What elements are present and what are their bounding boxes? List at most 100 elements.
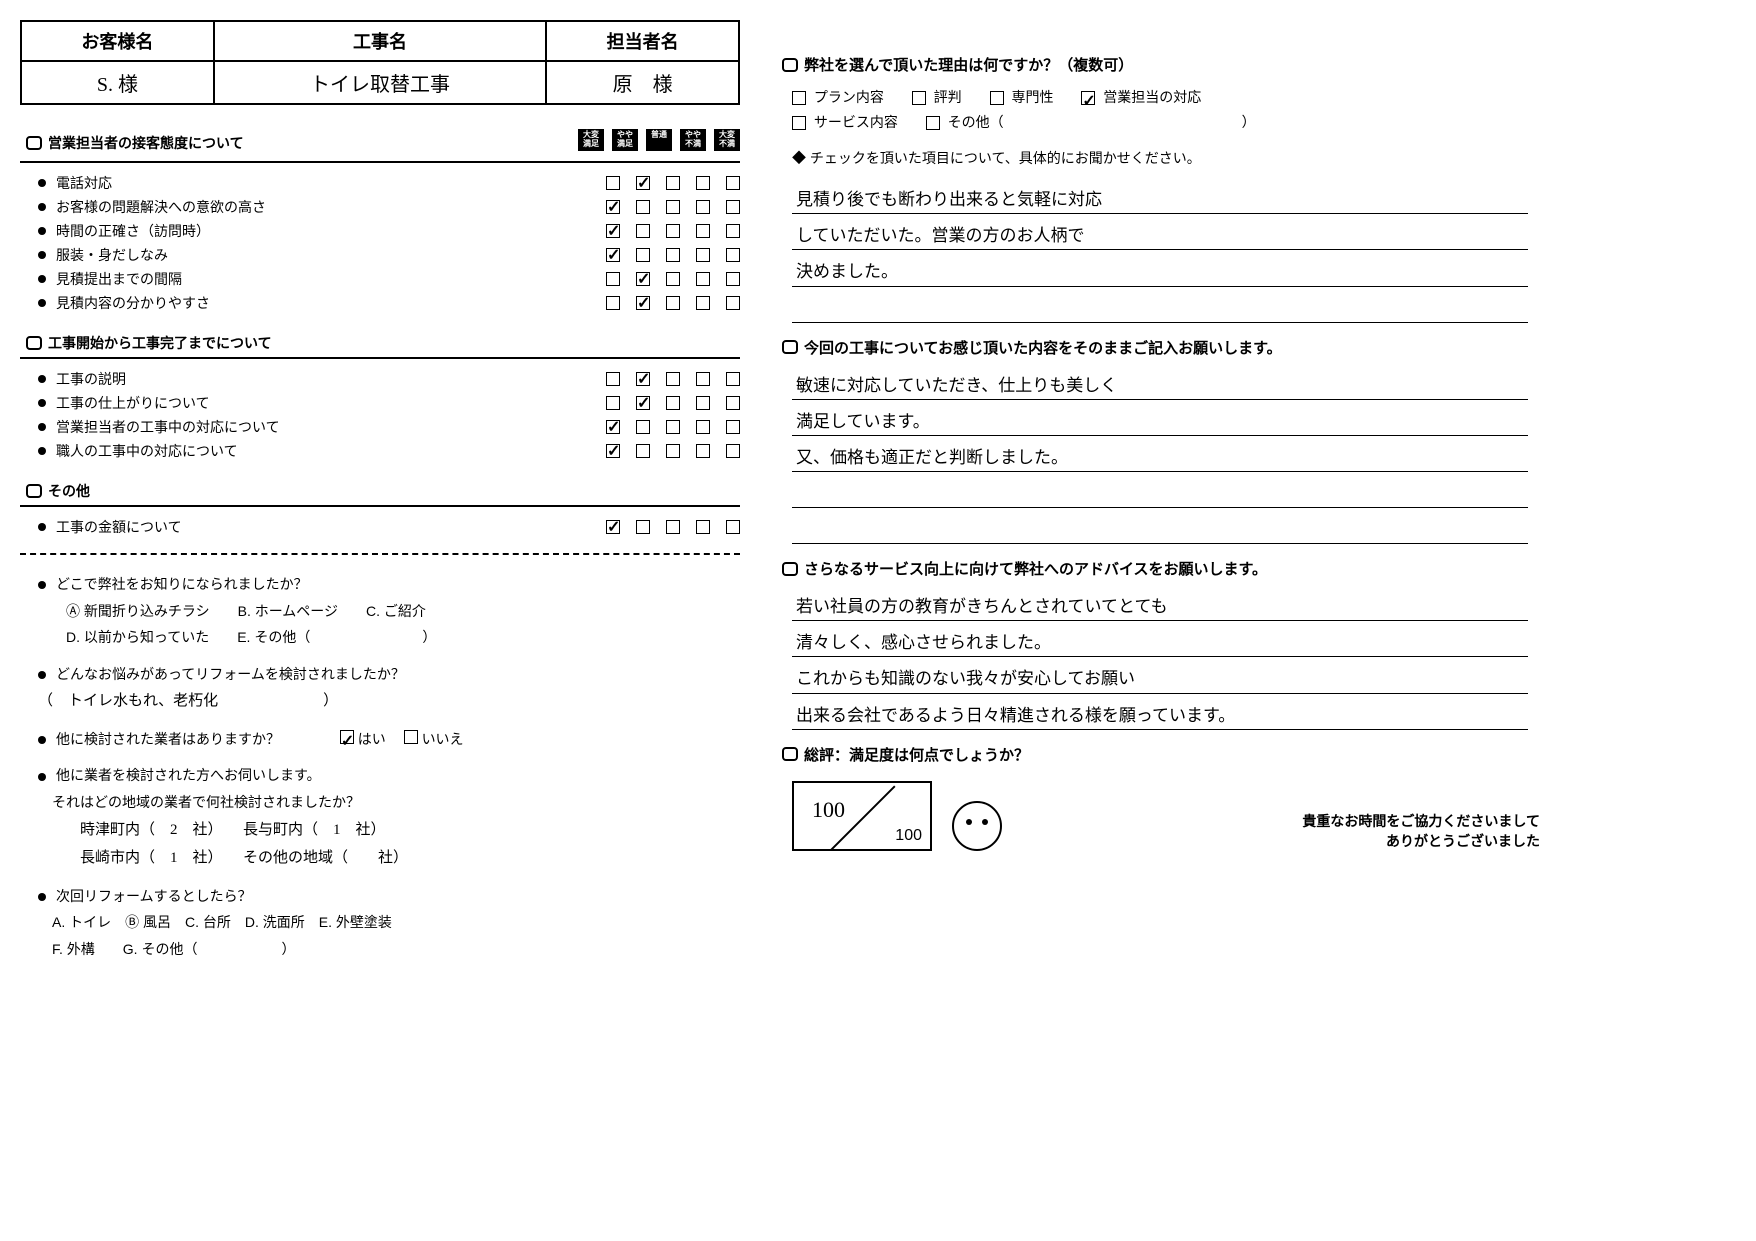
rating-boxes [606,272,740,286]
rating-checkbox[interactable] [666,224,680,238]
rating-checkbox[interactable] [606,520,620,534]
rating-checkbox[interactable] [606,420,620,434]
right-q1-sub: ◆ チェックを頂いた項目について、具体的にお聞かせください。 [792,145,1540,172]
bubble-icon [780,56,798,74]
rating-checkbox[interactable] [696,444,710,458]
rating-row: 見積提出までの間隔 [38,269,740,289]
right-score-head: 総評：満足度は何点でしょうか？ [780,744,1540,765]
rating-checkbox[interactable] [636,372,650,386]
score-value: 100 [812,797,845,823]
rating-boxes [606,420,740,434]
section1-title: 営業担当者の接客態度について [48,133,244,153]
right-q2-head: 今回の工事についてお感じ頂いた内容をそのままご記入お願いします。 [780,337,1540,358]
score-frame: 100 100 [792,781,932,851]
rating-checkbox[interactable] [726,396,740,410]
survey-q3: 他に検討された業者はありますか？ はい いいえ [38,726,740,753]
rating-label: 見積提出までの間隔 [56,269,606,289]
rating-checkbox[interactable] [726,272,740,286]
section3-title: その他 [48,481,90,501]
bubble-icon [780,560,798,578]
rating-checkbox[interactable] [666,272,680,286]
rating-row: 工事の仕上がりについて [38,393,740,413]
rating-checkbox[interactable] [696,200,710,214]
rating-checkbox[interactable] [666,372,680,386]
bubble-icon [780,338,798,356]
rating-checkbox[interactable] [696,372,710,386]
rating-checkbox[interactable] [726,520,740,534]
write-line [792,476,1528,508]
header-table: お客様名 工事名 担当者名 S. 様 トイレ取替工事 原 様 [20,20,740,105]
rating-checkbox[interactable] [636,520,650,534]
rating-checkbox[interactable] [726,296,740,310]
bubble-icon [24,134,42,152]
rating-checkbox[interactable] [606,396,620,410]
rating-checkbox[interactable] [606,444,620,458]
header-staff-label: 担当者名 [546,21,739,61]
rating-checkbox[interactable] [636,420,650,434]
rating-checkbox[interactable] [666,520,680,534]
bullet-icon [38,275,46,283]
write-line: 出来る会社であるよう日々精進される様を願っています。 [792,698,1528,730]
score-box: 100 100 貴重なお時間をご協力くださいまして ありがとうございました [792,781,1540,851]
rating-checkbox[interactable] [636,296,650,310]
rating-row: 工事の説明 [38,369,740,389]
rating-checkbox[interactable] [606,372,620,386]
survey-q2: どんなお悩みがあってリフォームを検討されましたか？ （ トイレ水もれ、老朽化 ） [38,661,740,716]
rating-checkbox[interactable] [726,176,740,190]
rating-checkbox[interactable] [636,200,650,214]
rating-label: 職人の工事中の対応について [56,441,606,461]
rating-label: 工事の仕上がりについて [56,393,606,413]
rating-label: 工事の金額について [56,517,606,537]
rating-checkbox[interactable] [636,272,650,286]
survey-q5: 次回リフォームするとしたら？ A. トイレ Ⓑ 風呂 C. 台所 D. 洗面所 … [38,883,740,963]
rating-checkbox[interactable] [636,248,650,262]
rating-boxes [606,248,740,262]
rating-label: 時間の正確さ（訪問時） [56,221,606,241]
rating-checkbox[interactable] [696,248,710,262]
rating-checkbox[interactable] [606,176,620,190]
write-line: これからも知識のない我々が安心してお願い [792,661,1528,693]
rating-checkbox[interactable] [726,224,740,238]
rating-checkbox[interactable] [606,224,620,238]
no-checkbox[interactable] [404,730,418,744]
rating-checkbox[interactable] [666,248,680,262]
rating-checkbox[interactable] [666,444,680,458]
rating-checkbox[interactable] [726,420,740,434]
rating-boxes [606,176,740,190]
rating-row: 営業担当者の工事中の対応について [38,417,740,437]
rating-checkbox[interactable] [606,200,620,214]
rating-checkbox[interactable] [636,444,650,458]
rating-checkbox[interactable] [606,248,620,262]
bullet-icon [38,523,46,531]
rating-row: 服装・身だしなみ [38,245,740,265]
rating-checkbox[interactable] [666,176,680,190]
rating-checkbox[interactable] [726,372,740,386]
rating-checkbox[interactable] [636,396,650,410]
rating-checkbox[interactable] [696,396,710,410]
rating-checkbox[interactable] [666,420,680,434]
header-project-label: 工事名 [214,21,546,61]
rating-checkbox[interactable] [726,200,740,214]
bullet-icon [38,227,46,235]
rating-checkbox[interactable] [696,420,710,434]
rating-checkbox[interactable] [606,296,620,310]
write-line: 若い社員の方の教育がきちんとされていてとても [792,589,1528,621]
rating-checkbox[interactable] [696,520,710,534]
rating-checkbox[interactable] [726,444,740,458]
rating-checkbox[interactable] [666,396,680,410]
rating-checkbox[interactable] [636,224,650,238]
rating-checkbox[interactable] [696,224,710,238]
rating-checkbox[interactable] [666,200,680,214]
rating-checkbox[interactable] [636,176,650,190]
yes-checkbox[interactable] [340,730,354,744]
rating-checkbox[interactable] [726,248,740,262]
rating-checkbox[interactable] [666,296,680,310]
bubble-icon [24,482,42,500]
right-q1-options: プラン内容 評判 専門性 営業担当の対応 サービス内容 その他（ ） [792,85,1540,135]
rating-checkbox[interactable] [606,272,620,286]
write-line: 又、価格も適正だと判断しました。 [792,440,1528,472]
rating-checkbox[interactable] [696,272,710,286]
rating-checkbox[interactable] [696,296,710,310]
rating-checkbox[interactable] [696,176,710,190]
bubble-icon [24,334,42,352]
